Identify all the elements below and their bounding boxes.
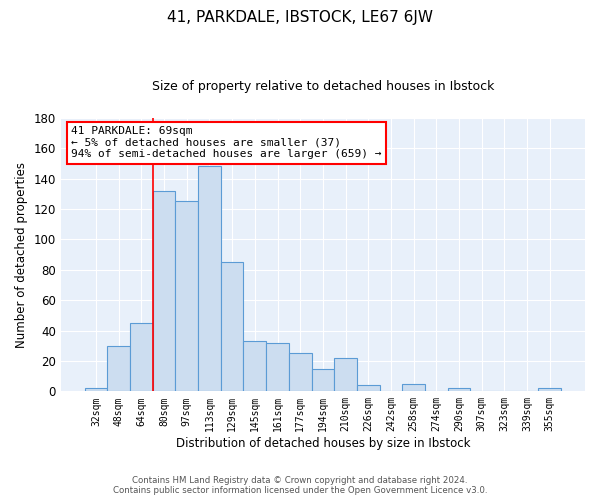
Bar: [130, 323, 152, 392]
Bar: [289, 354, 311, 392]
Text: 41, PARKDALE, IBSTOCK, LE67 6JW: 41, PARKDALE, IBSTOCK, LE67 6JW: [167, 10, 433, 25]
Title: Size of property relative to detached houses in Ibstock: Size of property relative to detached ho…: [152, 80, 494, 93]
Y-axis label: Number of detached properties: Number of detached properties: [15, 162, 28, 348]
Bar: [311, 368, 334, 392]
Bar: [175, 202, 198, 392]
Bar: [538, 388, 561, 392]
Text: 41 PARKDALE: 69sqm
← 5% of detached houses are smaller (37)
94% of semi-detached: 41 PARKDALE: 69sqm ← 5% of detached hous…: [71, 126, 382, 159]
Bar: [403, 384, 425, 392]
Bar: [244, 341, 266, 392]
Bar: [198, 166, 221, 392]
X-axis label: Distribution of detached houses by size in Ibstock: Distribution of detached houses by size …: [176, 437, 470, 450]
Bar: [221, 262, 244, 392]
Bar: [85, 388, 107, 392]
Bar: [357, 386, 380, 392]
Bar: [107, 346, 130, 392]
Bar: [334, 358, 357, 392]
Text: Contains HM Land Registry data © Crown copyright and database right 2024.
Contai: Contains HM Land Registry data © Crown c…: [113, 476, 487, 495]
Bar: [448, 388, 470, 392]
Bar: [266, 342, 289, 392]
Bar: [152, 190, 175, 392]
